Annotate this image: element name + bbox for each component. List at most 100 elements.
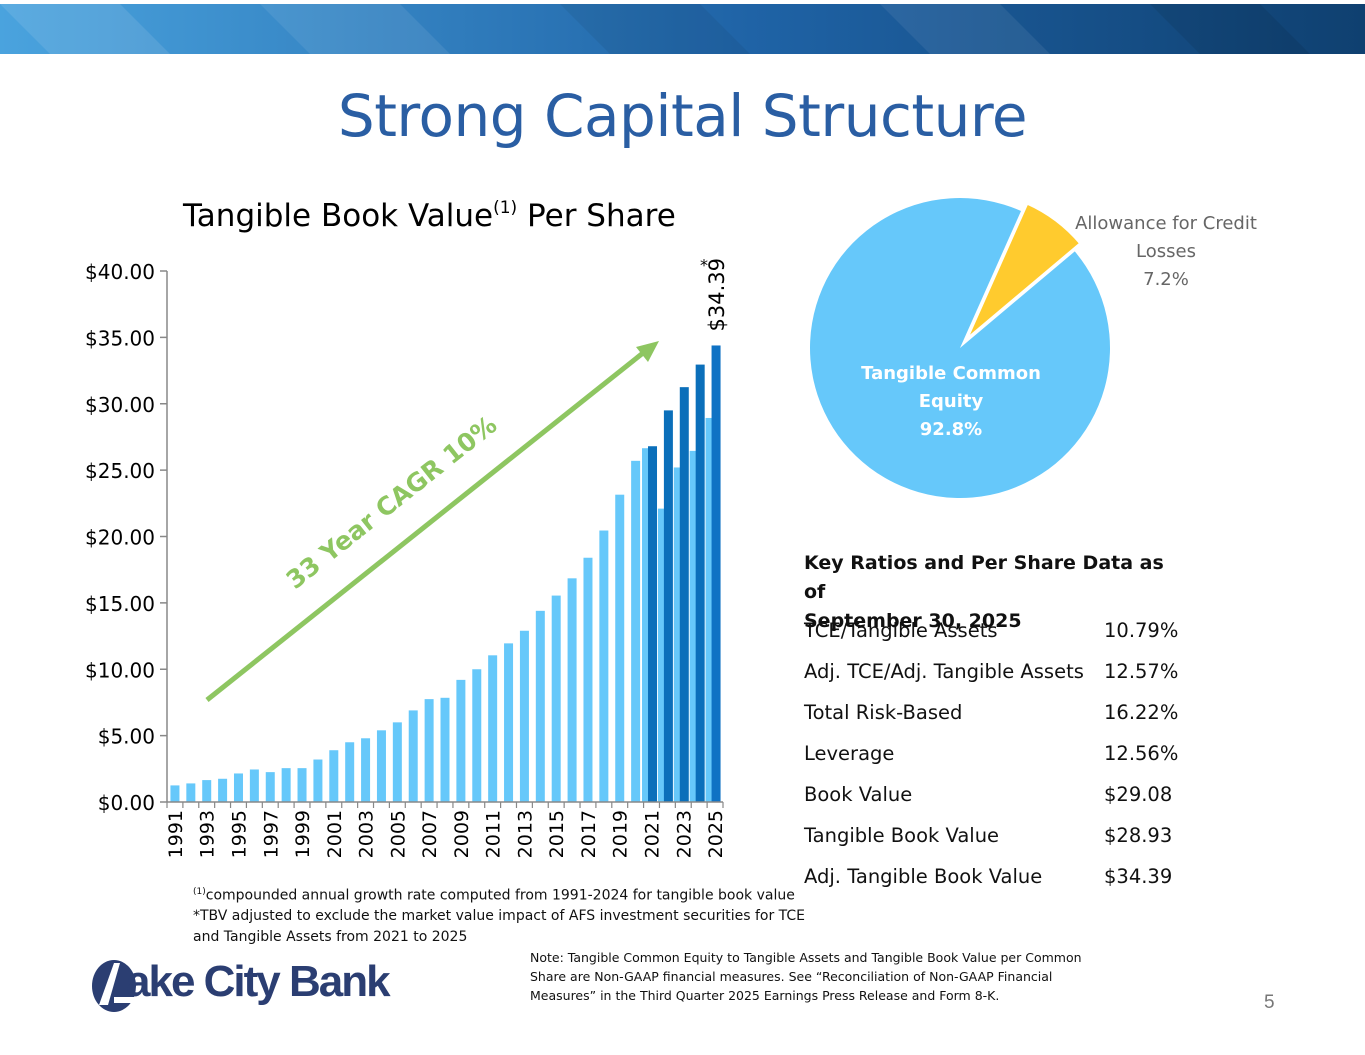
tbv-bar [673,467,683,802]
adjusted-tbv-bar [679,387,689,802]
pie-label-acl-line2: Losses [1136,241,1196,262]
x-tick-label: 2005 [387,810,409,858]
tbv-bar [361,738,371,802]
tbv-bar [345,742,355,802]
cagr-arrow [205,341,659,702]
ratios-title: Key Ratios and Per Share Data as of Sept… [804,549,1184,636]
tbv-bar [329,750,339,802]
tbv-bar [642,448,652,802]
y-tick-label: $30.00 [85,393,155,417]
banner-graphic [0,4,1365,54]
ratio-label: Tangible Book Value [804,824,1000,847]
tbv-bar [599,530,609,802]
tbv-bar [519,630,529,802]
chart-title-superscript: (1) [493,198,518,218]
x-tick-label: 2001 [324,810,346,858]
x-tick-label: 2003 [356,810,378,858]
y-tick-label: $5.00 [98,725,155,749]
x-tick-label: 1993 [197,810,219,858]
adjusted-tbv-bar [695,364,705,802]
x-tick-label: 1997 [260,810,282,858]
ratio-label: Total Risk-Based [804,701,963,724]
capital-pie-chart: Tangible Common Equity 92.8% Allowance f… [810,198,1257,498]
cagr-arrow-line [205,347,650,702]
ratio-value: $28.93 [1104,824,1173,847]
pie-slice-tangible-common-equity [810,198,1110,498]
ratio-label: TCE/Tangible Assets [804,619,998,642]
tbv-bar [265,772,275,802]
tbv-bar-chart: $0.00 $5.00 $10.00 $15.00 $20.00 $25.00 $30.00… [85,255,729,858]
note-line1: Note: Tangible Common Equity to Tangible… [530,950,1082,965]
logo-mark-icon [92,960,138,1012]
chart-title-main: Tangible Book Value [183,198,494,234]
ratio-label: Leverage [804,742,895,765]
ratio-label: Book Value [804,783,913,806]
tbv-bar [233,773,243,802]
pie-label-acl-line1: Allowance for Credit [1075,213,1257,234]
ratio-value: 16.22% [1104,701,1179,724]
tbv-bar [170,785,180,802]
x-tick-label: 1995 [228,810,250,858]
footnote-adjusted-line2: and Tangible Assets from 2021 to 2025 [193,929,468,945]
pie-slice-allowance-credit-losses [964,200,1083,342]
tbv-bar [297,768,307,802]
tbv-bar [488,655,498,802]
ratio-row: Tangible Book Value $28.93 [804,824,1224,854]
pie-label-tce-line2: Equity [919,391,984,412]
ratio-value: 12.57% [1104,660,1179,683]
x-tick-label: 2013 [514,810,536,858]
y-tick-label: $25.00 [85,459,155,483]
pie-label-tce-value: 92.8% [920,419,982,440]
page-number: 5 [1264,992,1275,1013]
adjusted-asterisk: * [700,255,708,274]
x-tick-label: 2023 [673,810,695,858]
x-tick-label: 2009 [451,810,473,858]
ratio-row: TCE/Tangible Assets 10.79% [804,619,1224,649]
x-tick-label: 1999 [292,810,314,858]
ratio-row: Adj. TCE/Adj. Tangible Assets 12.57% [804,660,1224,690]
pie-label-tce-line1: Tangible Common [861,363,1041,384]
tbv-bar [456,679,466,802]
chart-title-suffix: Per Share [527,198,676,234]
tbv-bar [535,610,545,802]
tbv-bar [281,768,291,802]
pie-label-acl-value: 7.2% [1143,269,1189,290]
tbv-bar [202,780,212,802]
note-line3: Measures” in the Third Quarter 2025 Earn… [530,988,1000,1003]
ratio-value: $29.08 [1104,783,1173,806]
tbv-bar [376,730,386,802]
note-line2: Share are Non-GAAP financial measures. S… [530,969,1053,984]
footnote-cagr: (1)compounded annual growth rate compute… [193,887,795,904]
last-value-label: $34.39 [705,258,729,331]
y-tick-label: $35.00 [85,326,155,350]
x-tick-label: 2017 [578,810,600,858]
adjusted-tbv-bar [648,446,658,802]
x-tick-label: 2015 [546,810,568,858]
adjusted-tbv-bar [711,345,721,802]
ratio-row: Book Value $29.08 [804,783,1224,813]
adjusted-tbv-bar [663,410,673,802]
ratio-row: Leverage 12.56% [804,742,1224,772]
tbv-bar [705,417,715,802]
ratio-value: 10.79% [1104,619,1179,642]
x-tick-label: 1991 [165,810,187,858]
y-tick-label: $40.00 [85,260,155,284]
x-tick-label: 2025 [705,810,727,858]
ratio-label: Adj. TCE/Adj. Tangible Assets [804,660,1084,683]
tbv-bar [615,494,625,802]
tbv-bar [249,769,259,802]
footnote-cagr-marker: (1) [193,887,206,897]
tbv-bar [583,557,593,802]
tbv-bar [186,783,196,802]
y-tick-label: $0.00 [98,791,155,815]
ratio-value: 12.56% [1104,742,1179,765]
y-tick-label: $20.00 [85,526,155,550]
x-tick-label: 2019 [610,810,632,858]
tbv-bar [408,710,418,802]
tbv-bar [218,778,228,802]
tbv-bar [313,759,323,802]
cagr-label: 33 Year CAGR 10% [281,410,503,595]
ratios-title-line1: Key Ratios and Per Share Data as of [804,552,1164,603]
tbv-bar [440,697,450,802]
tbv-bar [567,578,577,802]
